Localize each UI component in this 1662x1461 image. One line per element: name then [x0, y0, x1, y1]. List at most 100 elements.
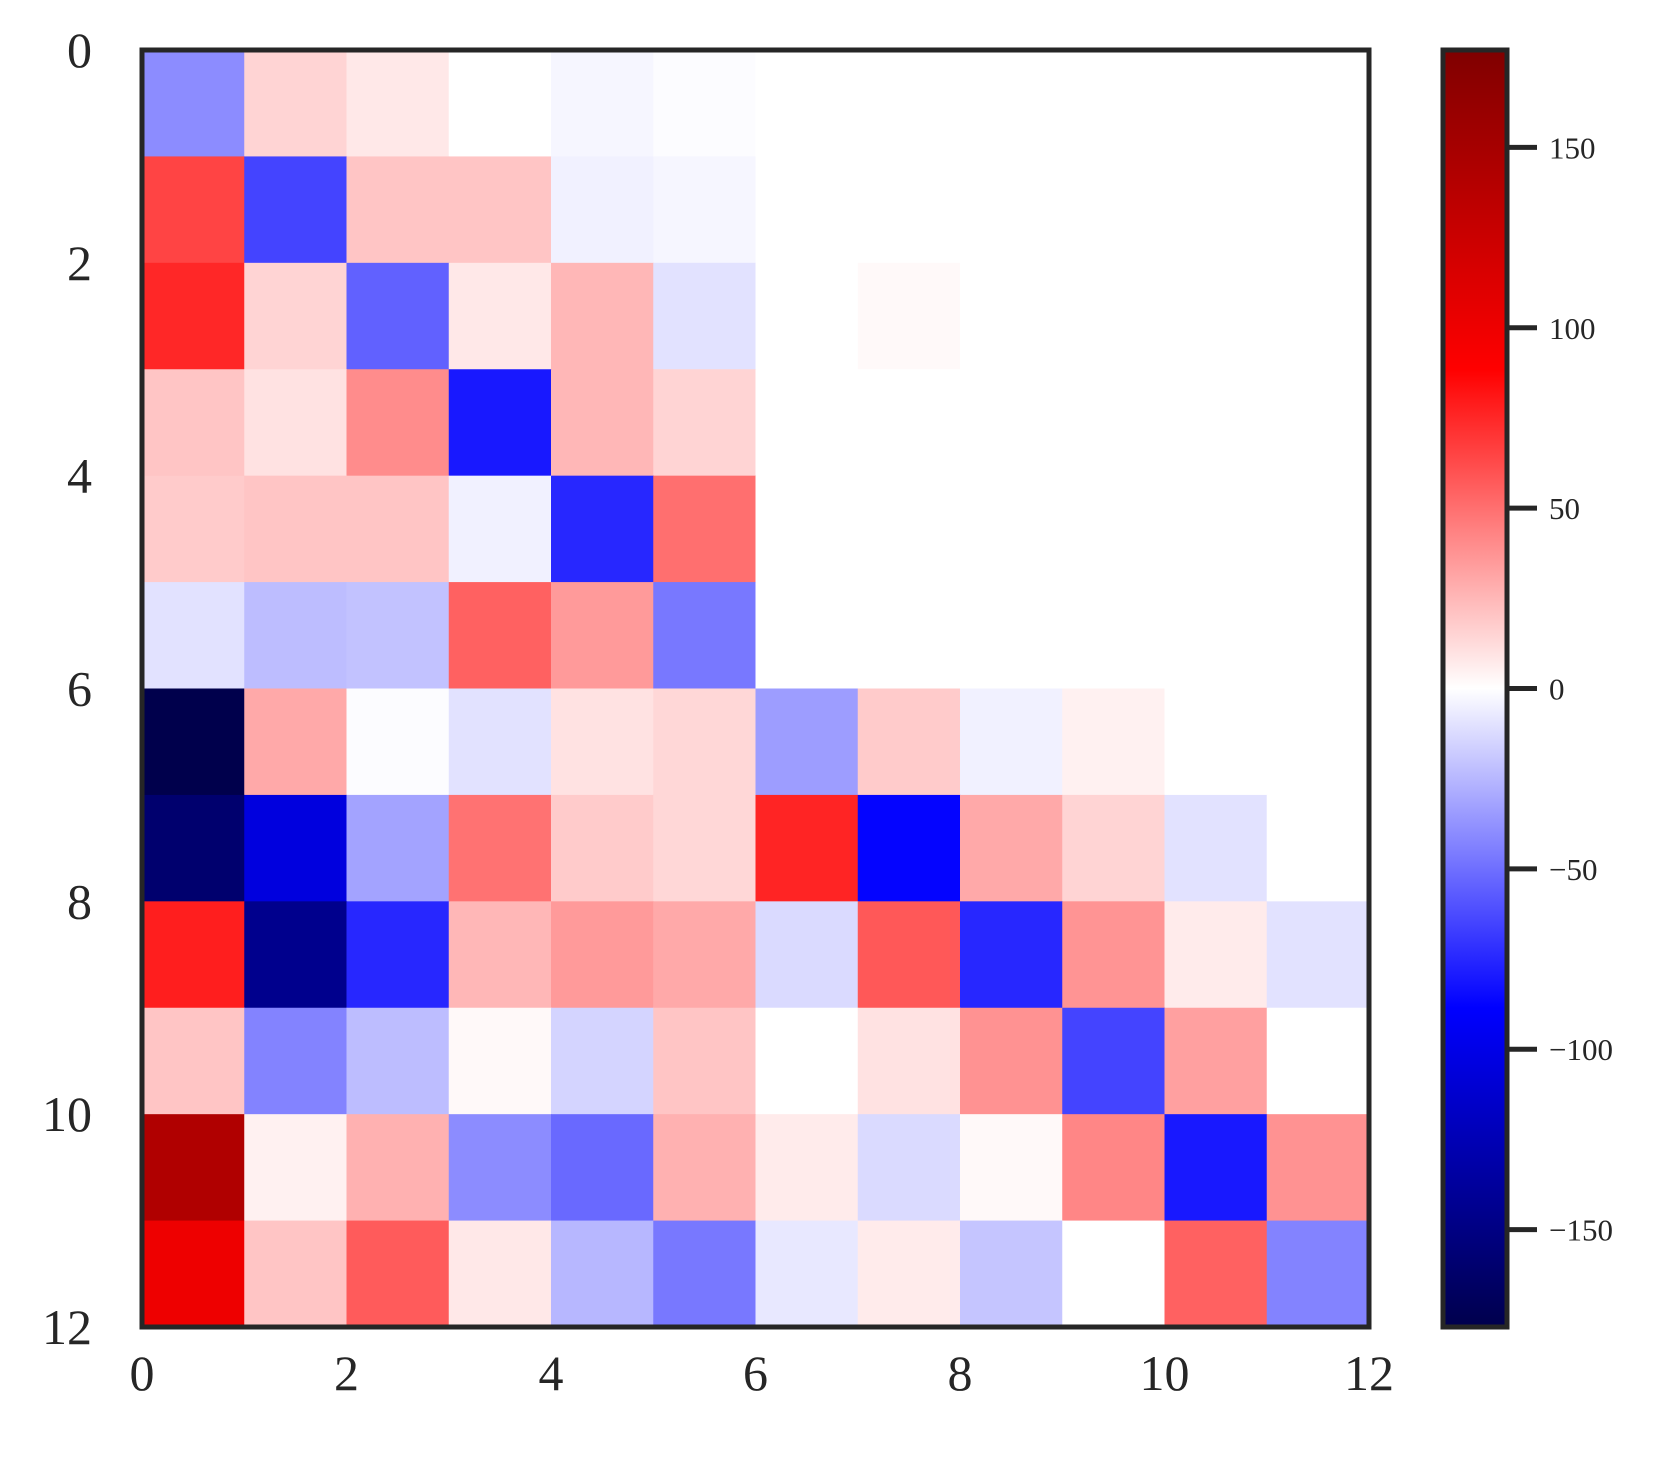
- heatmap-cell-r4-c10: [1164, 475, 1268, 583]
- heatmap-cell-r11-c4: [551, 1220, 654, 1328]
- x-tick-label: 2: [334, 1345, 359, 1401]
- heatmap-cell-r9-c11: [1266, 1007, 1370, 1115]
- heatmap-cell-r1-c2: [346, 156, 450, 264]
- heatmap-cell-r0-c11: [1266, 50, 1370, 158]
- heatmap-cell-r2-c5: [653, 262, 757, 370]
- colorbar-tick-label: 50: [1549, 491, 1580, 526]
- colorbar-tick-label: −50: [1549, 852, 1597, 887]
- heatmap-cell-r0-c2: [346, 50, 450, 158]
- heatmap-cell-r2-c9: [1062, 262, 1166, 370]
- colorbar-tick-label: −100: [1549, 1032, 1613, 1067]
- heatmap-cell-r3-c5: [653, 369, 757, 477]
- heatmap-cell-r4-c9: [1062, 475, 1166, 583]
- x-tick-label: 0: [130, 1345, 155, 1401]
- heatmap-cell-r6-c3: [448, 688, 552, 796]
- heatmap-cell-r2-c6: [755, 262, 859, 370]
- heatmap-cell-r11-c5: [653, 1220, 757, 1328]
- heatmap-cell-r3-c2: [346, 369, 450, 477]
- heatmap-cell-r9-c9: [1062, 1007, 1166, 1115]
- heatmap-cell-r8-c4: [551, 901, 654, 1009]
- heatmap-cell-r7-c9: [1062, 794, 1166, 902]
- heatmap-cell-r3-c9: [1062, 369, 1166, 477]
- heatmap-cell-r4-c5: [653, 475, 757, 583]
- heatmap-cell-r3-c3: [448, 369, 552, 477]
- heatmap-cell-r10-c3: [448, 1114, 552, 1222]
- heatmap-cell-r10-c4: [551, 1114, 654, 1222]
- heatmap-cell-r6-c2: [346, 688, 450, 796]
- heatmap-cell-r2-c11: [1266, 262, 1370, 370]
- heatmap-cell-r3-c4: [551, 369, 654, 477]
- heatmap-cell-r6-c11: [1266, 688, 1370, 796]
- heatmap-cell-r10-c2: [346, 1114, 450, 1222]
- heatmap-cell-r5-c3: [448, 582, 552, 690]
- heatmap-cell-r9-c10: [1164, 1007, 1268, 1115]
- heatmap-cell-r7-c8: [960, 794, 1063, 902]
- heatmap-cell-r8-c0: [142, 901, 245, 1009]
- heatmap-cell-r1-c9: [1062, 156, 1166, 264]
- heatmap-cell-r7-c1: [244, 794, 348, 902]
- heatmap-cell-r6-c9: [1062, 688, 1166, 796]
- x-tick-label: 6: [743, 1345, 768, 1401]
- heatmap-cell-r5-c8: [960, 582, 1063, 690]
- heatmap-cell-r0-c10: [1164, 50, 1268, 158]
- heatmap-cell-r2-c4: [551, 262, 654, 370]
- heatmap-cell-r1-c4: [551, 156, 654, 264]
- heatmap-cell-r4-c6: [755, 475, 859, 583]
- heatmap-cell-r0-c7: [857, 50, 961, 158]
- heatmap-cell-r1-c8: [960, 156, 1063, 264]
- y-tick-label: 4: [67, 448, 92, 504]
- heatmap-cell-r1-c1: [244, 156, 348, 264]
- heatmap-cell-r7-c6: [755, 794, 859, 902]
- heatmap-cell-r4-c4: [551, 475, 654, 583]
- heatmap-cell-r11-c6: [755, 1220, 859, 1328]
- heatmap-cell-r7-c0: [142, 794, 245, 902]
- heatmap-cell-r0-c3: [448, 50, 552, 158]
- heatmap-cell-r1-c11: [1266, 156, 1370, 264]
- heatmap-cell-r3-c10: [1164, 369, 1268, 477]
- heatmap-cell-r3-c11: [1266, 369, 1370, 477]
- heatmap-cell-r4-c2: [346, 475, 450, 583]
- heatmap-cell-r0-c6: [755, 50, 859, 158]
- heatmap-cell-r10-c9: [1062, 1114, 1166, 1222]
- heatmap-cell-r7-c10: [1164, 794, 1268, 902]
- heatmap-cell-r9-c0: [142, 1007, 245, 1115]
- heatmap-cell-r8-c10: [1164, 901, 1268, 1009]
- heatmap-cell-r4-c11: [1266, 475, 1370, 583]
- y-tick-label: 8: [67, 873, 92, 929]
- heatmap-cell-r4-c3: [448, 475, 552, 583]
- heatmap-cell-r0-c4: [551, 50, 654, 158]
- heatmap-cell-r11-c2: [346, 1220, 450, 1328]
- colorbar-tick-label: 100: [1549, 311, 1596, 346]
- heatmap-cell-r10-c8: [960, 1114, 1063, 1222]
- heatmap-frame: [139, 47, 1372, 1330]
- heatmap-cell-r10-c6: [755, 1114, 859, 1222]
- x-tick-label: 12: [1344, 1345, 1394, 1401]
- heatmap-cell-r10-c10: [1164, 1114, 1268, 1222]
- heatmap-cell-r4-c8: [960, 475, 1063, 583]
- heatmap-cell-r2-c2: [346, 262, 450, 370]
- colorbar-gradient: [1443, 50, 1507, 1327]
- y-tick-label: 0: [67, 22, 92, 78]
- heatmap-cell-r10-c0: [142, 1114, 245, 1222]
- heatmap-cell-r4-c0: [142, 475, 245, 583]
- heatmap-cell-r10-c11: [1266, 1114, 1370, 1222]
- colorbar: 150 100 50 0 −50 −100 −150: [1440, 47, 1613, 1330]
- heatmap-cell-r8-c7: [857, 901, 961, 1009]
- heatmap-cell-r7-c4: [551, 794, 654, 902]
- heatmap-cell-r5-c1: [244, 582, 348, 690]
- heatmap-cell-r1-c0: [142, 156, 245, 264]
- heatmap-cell-r11-c9: [1062, 1220, 1166, 1328]
- heatmap-cell-r6-c5: [653, 688, 757, 796]
- heatmap-cell-r9-c3: [448, 1007, 552, 1115]
- heatmap-cell-r0-c1: [244, 50, 348, 158]
- heatmap-cell-r9-c4: [551, 1007, 654, 1115]
- heatmap-cell-r8-c3: [448, 901, 552, 1009]
- heatmap-cell-r5-c9: [1062, 582, 1166, 690]
- x-axis: 0 2 4 6 8 10 12: [130, 1345, 1395, 1401]
- heatmap-cell-r2-c0: [142, 262, 245, 370]
- y-axis: 0 2 4 6 8 10 12: [42, 22, 92, 1355]
- heatmap-cell-r8-c11: [1266, 901, 1370, 1009]
- colorbar-ticks: 150 100 50 0 −50 −100 −150: [1507, 130, 1613, 1248]
- heatmap-cell-r0-c0: [142, 50, 245, 158]
